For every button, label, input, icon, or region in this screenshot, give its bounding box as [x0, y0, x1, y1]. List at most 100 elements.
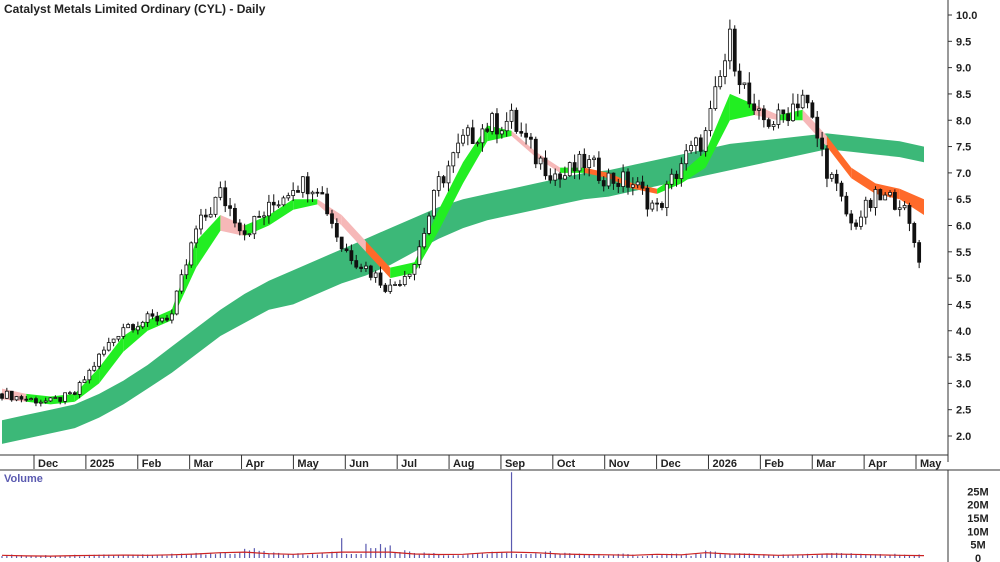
volume-axis-tick-label: 5M: [970, 540, 985, 552]
candle-body: [519, 131, 524, 134]
candle-body: [689, 145, 693, 152]
candle-body: [349, 250, 354, 261]
candle-body: [873, 189, 878, 208]
short-term-band-segment: [826, 136, 852, 179]
candle-body: [456, 142, 461, 154]
candle-body: [300, 176, 305, 193]
candle-body: [747, 82, 752, 105]
candle-body: [344, 248, 349, 252]
candle-body: [732, 28, 737, 72]
volume-axis-tick-label: 15M: [967, 513, 988, 525]
candle-body: [630, 184, 635, 188]
candle-body: [470, 127, 475, 145]
short-term-band-segment: [754, 104, 779, 121]
candle-body: [859, 216, 863, 227]
short-term-band-segment: [584, 167, 609, 179]
candle-body: [422, 233, 427, 248]
candle-body: [233, 207, 237, 224]
candle-body: [339, 236, 344, 250]
candle-body: [412, 264, 417, 275]
candle-body: [650, 202, 655, 210]
time-axis-tick-label: Jul: [401, 458, 417, 470]
price-axis-tick-label: 7.0: [956, 168, 971, 180]
candle-body: [563, 175, 567, 180]
candle-body: [431, 190, 436, 217]
candle-body: [640, 181, 645, 189]
candle-body: [262, 215, 266, 218]
candle-body: [334, 223, 339, 238]
short-term-band-segment: [705, 93, 730, 168]
candle-body: [38, 401, 43, 404]
time-axis-tick-label: 2025: [90, 458, 114, 470]
candle-body: [194, 228, 199, 244]
candle-body: [713, 86, 718, 109]
candle-body: [606, 172, 611, 187]
candle-body: [863, 199, 868, 218]
candle-body: [727, 28, 732, 62]
candle-body: [427, 215, 431, 234]
candle-body: [266, 201, 271, 217]
candle-body: [184, 264, 189, 276]
short-term-band-segment: [123, 320, 148, 352]
candle-body: [825, 148, 829, 179]
candle-body: [48, 397, 53, 402]
candle-body: [72, 392, 77, 395]
price-axis-tick-label: 7.5: [956, 142, 971, 154]
candle-body: [150, 313, 155, 317]
candle-body: [844, 195, 849, 215]
price-axis-tick-label: 3.0: [956, 378, 971, 390]
candle-body: [29, 398, 34, 401]
price-axis-tick-label: 6.5: [956, 194, 971, 206]
time-axis-tick-label: Aug: [453, 458, 474, 470]
candle-body: [135, 326, 140, 331]
candle-body: [475, 142, 480, 145]
short-term-band-segment: [196, 215, 221, 268]
candle-body: [92, 365, 97, 371]
candle-body: [669, 173, 674, 185]
time-axis-tick-label: Apr: [868, 458, 888, 470]
candle-body: [4, 390, 9, 399]
candle-body: [436, 176, 441, 191]
candle-body: [538, 157, 543, 165]
candle-body: [257, 215, 262, 218]
short-term-band-segment: [365, 241, 391, 279]
candle-body: [165, 317, 169, 321]
candle-body: [485, 128, 490, 132]
candle-body: [504, 120, 509, 132]
candle-body: [543, 157, 548, 177]
candle-body: [592, 157, 596, 160]
time-axis-tick-label: Sep: [505, 458, 525, 470]
candle-body: [757, 108, 761, 111]
candle-body: [160, 317, 165, 322]
short-term-band-segment: [99, 336, 124, 384]
candle-body: [53, 397, 58, 399]
candle-body: [320, 192, 325, 195]
short-term-band-segment: [147, 309, 172, 331]
candle-body: [499, 130, 504, 135]
candle-body: [902, 205, 907, 209]
time-axis-tick-label: Mar: [194, 458, 214, 470]
short-term-band-segment: [293, 199, 318, 210]
time-axis-tick-label: Feb: [142, 458, 162, 470]
candle-body: [179, 274, 184, 292]
candle-body: [781, 109, 786, 115]
candle-body: [315, 191, 320, 194]
price-axis-tick-label: 2.5: [956, 405, 971, 417]
time-axis-tick-label: Dec: [38, 458, 58, 470]
time-axis-tick-label: Oct: [557, 458, 576, 470]
candle-body: [252, 215, 257, 235]
price-axis-tick-label: 4.5: [956, 299, 971, 311]
candle-body: [228, 205, 232, 209]
candle-body: [509, 109, 514, 122]
price-axis-tick-label: 6.0: [956, 221, 971, 233]
candle-body: [577, 153, 582, 172]
short-term-band-segment: [729, 93, 755, 121]
candle-body: [417, 246, 422, 265]
candle-body: [601, 180, 606, 187]
candle-body: [771, 124, 776, 127]
price-axis-tick-label: 3.5: [956, 352, 971, 364]
price-axis-tick-label: 9.5: [956, 36, 971, 48]
price-axis-tick-label: 2.0: [956, 431, 971, 443]
candle-body: [271, 201, 276, 206]
